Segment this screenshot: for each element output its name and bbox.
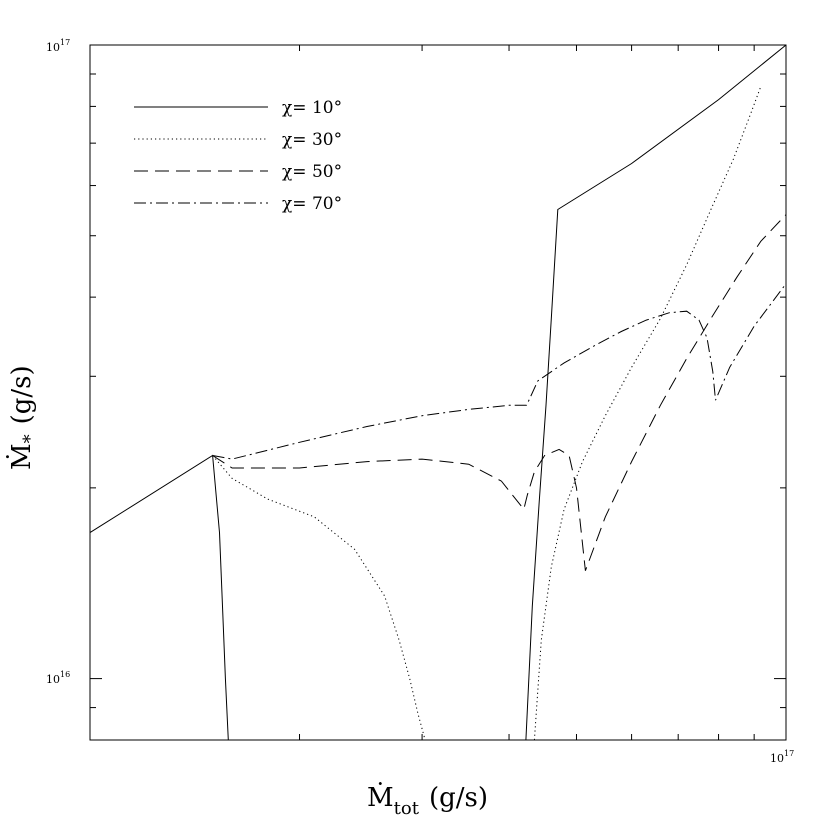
legend-label: χ= 70°	[282, 194, 342, 214]
tick-marks	[90, 45, 786, 741]
legend-label: χ= 10°	[282, 98, 342, 118]
y-axis-label: Ṁ*(g/s)	[6, 365, 41, 470]
legend-label: χ= 50°	[282, 162, 342, 182]
series-line-dashdot-5	[212, 283, 787, 460]
x-tick-label-1e17: 1017	[770, 749, 794, 765]
series-line-dotted-2	[212, 455, 426, 741]
x-axis-label: Ṁtot (g/s)	[367, 782, 488, 819]
series-line-solid-1	[525, 44, 787, 741]
series-line-dashed-4	[212, 214, 787, 571]
series-line-dotted-3	[533, 86, 762, 741]
series-line-solid-0	[89, 454, 229, 741]
y-tick-label-1e17: 1017	[46, 38, 70, 54]
series-lines	[89, 44, 787, 741]
legend: χ= 10° χ= 30° χ= 50° χ= 70°	[134, 98, 342, 214]
plot-border	[89, 44, 787, 741]
y-tick-label-1e16: 1016	[46, 670, 70, 686]
plot-frame	[89, 44, 787, 741]
legend-label: χ= 30°	[282, 130, 342, 150]
